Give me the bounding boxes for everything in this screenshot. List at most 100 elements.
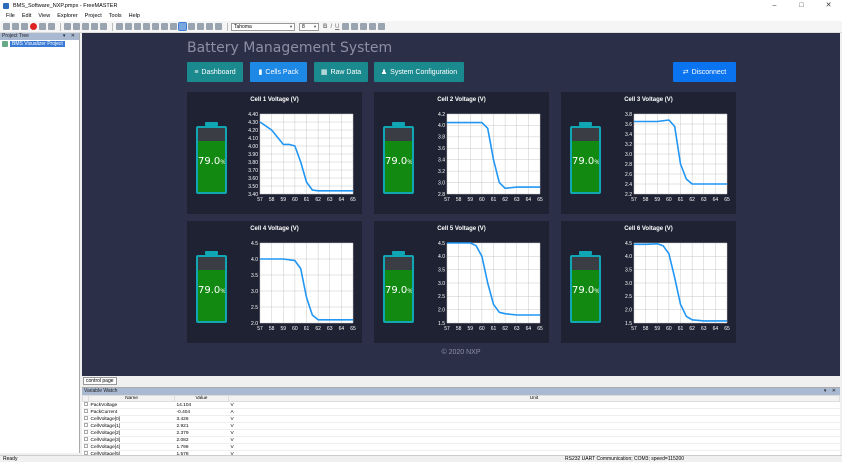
variable-unit: V [228, 443, 840, 451]
new-icon[interactable] [3, 23, 10, 30]
help-icon[interactable] [215, 23, 222, 30]
raw-data-button[interactable]: ▦ Raw Data [314, 62, 368, 82]
y-tick-label: 4.0 [438, 123, 445, 129]
down-icon[interactable] [197, 23, 204, 30]
minimize-button[interactable]: – [772, 2, 777, 9]
battery-level-unit: % [220, 159, 226, 166]
y-tick-label: 2.5 [625, 294, 632, 300]
voltage-series-line [259, 121, 353, 192]
cells-pack-button[interactable]: ▮ Cells Pack [250, 62, 307, 82]
copy-icon[interactable] [73, 23, 80, 30]
print-icon[interactable] [170, 23, 177, 30]
x-tick-label: 60 [292, 326, 298, 332]
battery-level-unit: % [407, 288, 413, 295]
up-icon[interactable] [188, 23, 195, 30]
options-icon[interactable] [48, 23, 55, 30]
system-configuration-button[interactable]: ♟ System Configuration [374, 62, 464, 82]
italic-button[interactable]: I [330, 23, 333, 30]
x-tick-label: 65 [350, 197, 356, 203]
voltage-series-line [447, 242, 540, 316]
table-row[interactable]: CellVoltage[3] 2.082 V [82, 436, 840, 444]
x-tick-label: 61 [491, 197, 497, 203]
pane-controls[interactable]: ▾ ✕ [823, 388, 838, 394]
y-tick-label: 1.5 [625, 321, 632, 327]
menu-view[interactable]: View [38, 13, 51, 19]
x-tick-label: 63 [514, 326, 520, 332]
open-icon[interactable] [12, 23, 19, 30]
toolbar-separator [112, 22, 113, 31]
color-icon[interactable] [369, 23, 377, 30]
y-tick-label: 4.40 [248, 112, 258, 118]
redo-icon[interactable] [100, 23, 107, 30]
y-tick-label: 3.50 [248, 184, 258, 190]
battery-body: 79.0% [570, 126, 601, 194]
cell-voltage-chart: 57 58 59 60 61 62 63 64 65 4.2 4.0 3.8 3.6 3.4 3.2 3.0 2… [438, 112, 543, 203]
close-button[interactable]: ✕ [825, 2, 832, 9]
variable-name: CellVoltage[3] [88, 436, 175, 444]
voltage-series-line [634, 119, 727, 185]
undo-icon[interactable] [91, 23, 98, 30]
menu-explorer[interactable]: Explorer [57, 13, 78, 19]
menu-edit[interactable]: Edit [21, 13, 32, 19]
save-icon[interactable] [21, 23, 28, 30]
stop-icon[interactable] [30, 23, 37, 30]
font-select[interactable]: Tahoma ▼ [231, 22, 295, 31]
variable-watch-table: Name Value Unit PackVoltage 14.104 V PackC… [82, 395, 840, 458]
align-right-icon[interactable] [360, 23, 368, 30]
x-tick-label: 64 [339, 326, 345, 332]
tab-control-page[interactable]: control page [83, 377, 117, 385]
menu-tools[interactable]: Tools [108, 13, 122, 19]
battery-cap [205, 122, 218, 126]
forward-icon[interactable] [125, 23, 132, 30]
system-configuration-label: System Configuration [390, 68, 458, 76]
battery-body: 79.0% [196, 255, 227, 323]
underline-button[interactable]: U [335, 23, 340, 30]
dashboard-button[interactable]: ≡ Dashboard [187, 62, 243, 82]
table-row[interactable]: CellVoltage[4] 1.798 V [82, 443, 840, 451]
refresh-icon[interactable] [143, 23, 150, 30]
cut-icon[interactable] [64, 23, 71, 30]
row-marker [83, 402, 88, 406]
pause-icon[interactable] [39, 23, 46, 30]
menu-project[interactable]: Project [84, 13, 102, 19]
menu-file[interactable]: File [6, 13, 15, 19]
x-tick-label: 61 [491, 326, 497, 332]
x-tick-label: 60 [666, 197, 672, 203]
y-tick-label: 4.0 [251, 257, 258, 263]
cell-voltage-chart: 57 58 59 60 61 62 63 64 65 4.5 4.0 3.5 3.0 2.5 2.0 1.5 [438, 241, 543, 332]
maximize-button[interactable]: □ [799, 2, 804, 9]
bold-button[interactable]: B [323, 23, 328, 30]
table-row[interactable]: CellVoltage[0] 3.426 V [82, 415, 840, 423]
paste-icon[interactable] [82, 23, 89, 30]
font-size-select[interactable]: 8 ▼ [299, 22, 319, 31]
cell-voltage-chart: 57 58 59 60 61 62 63 64 65 4.5 4.0 3.5 3.0 2.5 2.0 1.5 [625, 241, 730, 332]
align-left-icon[interactable] [342, 23, 350, 30]
x-tick-label: 59 [280, 197, 286, 203]
table-row[interactable]: PackVoltage 14.104 V [82, 401, 840, 409]
column-header-unit[interactable]: Unit [228, 395, 840, 402]
link-icon[interactable] [206, 23, 213, 30]
table-row[interactable]: PackCurrent -0.404 A [82, 408, 840, 416]
cell-voltage-chart: 57 58 59 60 61 62 63 64 65 4.40 4.30 4.20 4.10 4.00 3.… [248, 112, 356, 203]
zoom-out-icon[interactable] [161, 23, 168, 30]
disconnect-button[interactable]: ⇄ Disconnect [673, 62, 736, 82]
layout-icon[interactable] [178, 22, 187, 31]
back-icon[interactable] [116, 23, 123, 30]
image-icon[interactable] [378, 23, 386, 30]
align-center-icon[interactable] [351, 23, 359, 30]
x-tick-label: 62 [689, 326, 695, 332]
table-row[interactable]: CellVoltage[1] 2.921 V [82, 422, 840, 430]
x-tick-label: 57 [444, 326, 450, 332]
y-tick-label: 2.5 [438, 294, 445, 300]
battery-cap [579, 122, 592, 126]
home-icon[interactable] [134, 23, 141, 30]
voltage-series-line [260, 258, 353, 321]
x-tick-label: 65 [724, 197, 730, 203]
tree-item-project[interactable]: BMS Visualizer Project [0, 41, 79, 47]
zoom-in-icon[interactable] [152, 23, 159, 30]
table-row[interactable]: CellVoltage[2] 2.379 V [82, 429, 840, 437]
pane-controls[interactable]: ▾ ✕ [62, 33, 77, 39]
y-tick-label: 4.30 [248, 120, 258, 126]
menu-help[interactable]: Help [128, 13, 140, 19]
x-tick-label: 65 [537, 197, 543, 203]
